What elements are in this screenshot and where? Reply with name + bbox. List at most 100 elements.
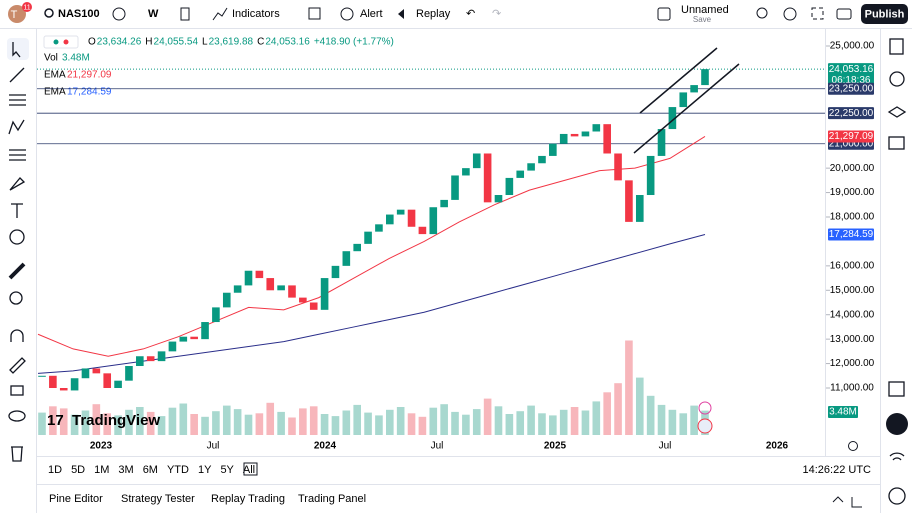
bottom-tab[interactable]: Strategy Tester <box>121 493 195 505</box>
ohlc-value: 24,053.16 <box>265 37 310 48</box>
ideas[interactable] <box>888 136 905 150</box>
range-button[interactable]: 1Y <box>198 464 212 476</box>
range-button[interactable]: 5Y <box>220 464 234 476</box>
collapse-legend[interactable] <box>43 35 79 49</box>
x-tick-label: Jul <box>207 441 220 452</box>
layout-checkbox[interactable] <box>657 7 671 21</box>
volume-bar <box>222 405 231 435</box>
ema-value: 17,284.59 <box>67 87 112 98</box>
lock-draw-tool[interactable] <box>9 357 26 374</box>
layout-name[interactable]: Unnamed <box>681 4 729 16</box>
visibility-tool[interactable] <box>8 410 26 422</box>
candle <box>353 243 362 252</box>
help[interactable] <box>888 487 906 505</box>
legend: O 23,634.26 H 24,055.54 L 23,619.88 C 24,053.16… <box>88 37 394 48</box>
candle <box>168 341 177 352</box>
ohlc-label: C <box>257 37 264 48</box>
undo[interactable]: ↶ <box>466 8 475 20</box>
magnet-tool[interactable] <box>10 329 24 342</box>
candle <box>331 265 340 279</box>
avatar-letter: T <box>11 9 18 21</box>
panel-controls[interactable] <box>832 496 862 508</box>
pattern-tool[interactable] <box>8 119 25 135</box>
bottom-tab[interactable]: Trading Panel <box>298 493 366 505</box>
cursor-tool[interactable] <box>7 38 29 60</box>
price-tag <box>828 107 874 120</box>
indicators[interactable]: Indicators <box>232 8 280 20</box>
top-bar <box>0 0 912 28</box>
cursor-icon[interactable] <box>12 42 21 58</box>
candle <box>146 356 155 362</box>
alerts-panel[interactable] <box>889 71 905 87</box>
compare-icon[interactable] <box>112 7 126 21</box>
trash-tool[interactable] <box>11 446 23 462</box>
quick-search[interactable] <box>756 7 768 19</box>
brush-tool[interactable] <box>9 177 26 191</box>
avatar[interactable] <box>8 5 26 23</box>
measure-tool[interactable] <box>8 262 26 280</box>
range-button[interactable]: 3M <box>118 464 133 476</box>
event-flag[interactable] <box>697 418 713 434</box>
trendline-tool[interactable] <box>9 67 25 83</box>
range-button[interactable]: 5D <box>71 464 85 476</box>
event-icon[interactable] <box>698 401 712 415</box>
indicators-icon[interactable] <box>212 7 228 21</box>
volume-bar <box>396 407 405 435</box>
price-tag-label: 22,250.00 <box>829 108 874 119</box>
streams[interactable] <box>889 452 905 461</box>
publish-button[interactable] <box>861 4 908 24</box>
volume-bar <box>255 413 264 435</box>
range-button[interactable]: YTD <box>167 464 189 476</box>
volume-bar <box>538 413 546 435</box>
interval[interactable]: W <box>148 8 159 20</box>
apps[interactable] <box>886 413 908 435</box>
candle <box>103 373 112 388</box>
range-button[interactable]: 1M <box>94 464 109 476</box>
text-tool[interactable] <box>11 203 23 218</box>
zoom-tool[interactable] <box>9 291 23 305</box>
logo: TradingView <box>72 412 160 429</box>
candle <box>440 199 448 208</box>
alert-icon[interactable] <box>340 7 354 21</box>
range-button[interactable]: 6M <box>143 464 158 476</box>
publish[interactable]: Publish <box>865 8 905 20</box>
search-icon[interactable] <box>44 8 54 18</box>
settings[interactable] <box>783 7 797 21</box>
volume-bar <box>233 409 242 435</box>
volume-bar <box>603 392 611 435</box>
symbol[interactable]: NAS100 <box>58 8 100 20</box>
bottom-tab[interactable]: Pine Editor <box>49 493 103 505</box>
bottom-tab[interactable]: Replay Trading <box>211 493 285 505</box>
candle <box>190 336 198 340</box>
range-button[interactable]: All <box>243 464 255 476</box>
axis-settings[interactable] <box>848 441 858 451</box>
ema-line <box>37 136 706 357</box>
data-window[interactable] <box>887 106 907 118</box>
watchlist[interactable] <box>889 38 904 55</box>
candle <box>505 177 514 196</box>
replay-icon[interactable] <box>398 9 404 19</box>
chart-type-icon[interactable] <box>180 7 190 21</box>
emoji-tool[interactable] <box>9 229 25 245</box>
save[interactable]: Save <box>693 15 712 24</box>
fullscreen[interactable] <box>811 7 824 20</box>
volume-bar <box>570 407 579 435</box>
candle <box>625 180 633 222</box>
redo[interactable]: ↷ <box>492 8 501 20</box>
badge <box>22 2 32 12</box>
volume-bar <box>364 412 372 435</box>
range-button[interactable]: 1D <box>48 464 62 476</box>
templates-icon[interactable] <box>308 7 321 20</box>
alert[interactable]: Alert <box>360 8 383 20</box>
forecast-tool[interactable] <box>9 149 26 161</box>
calendar[interactable] <box>888 381 905 397</box>
candle <box>299 297 307 303</box>
date-range-icon[interactable] <box>243 462 258 476</box>
fib-tool[interactable] <box>9 94 26 106</box>
snapshot[interactable] <box>836 8 852 20</box>
ohlc-value: 23,634.26 <box>97 37 142 48</box>
lock-tool[interactable] <box>10 385 24 396</box>
replay[interactable]: Replay <box>416 8 451 20</box>
volume-bar <box>581 410 590 435</box>
candle <box>364 231 372 244</box>
